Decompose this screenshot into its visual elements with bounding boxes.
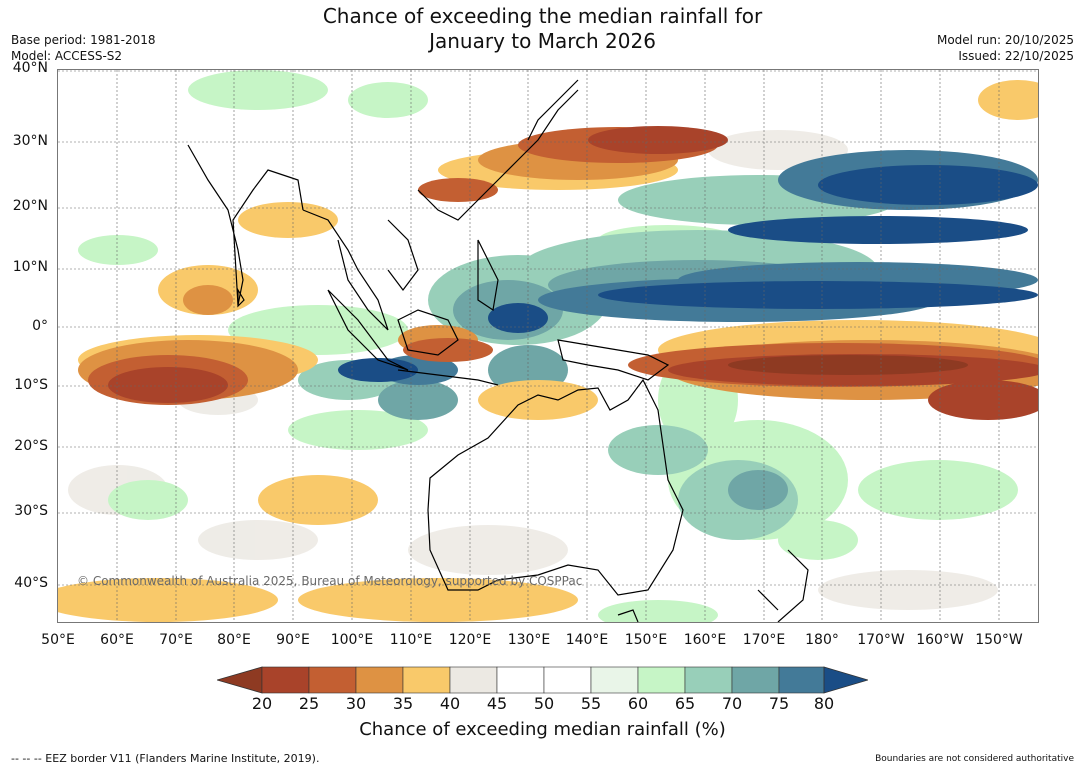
colorbar-segment-35-40 [402,666,451,694]
colorbar-segment-20-25 [261,666,310,694]
colorbar-segment-75-80 [778,666,825,694]
lon-label-90e: 90°E [276,632,310,648]
colorbar-tick-25: 25 [298,694,320,713]
meta-right: Model run: 20/10/2025 Issued: 22/10/2025 [937,32,1074,64]
base-period-text: Base period: 1981-2018 [11,33,156,47]
eez-border-note: -- -- -- EEZ border V11 (Flanders Marine… [11,752,320,765]
lon-label-60e: 60°E [100,632,134,648]
copyright-notice: © Commonwealth of Australia 2025, Bureau… [77,574,583,588]
lat-label-40n: 40°N [12,60,48,76]
model-text: Model: ACCESS-S2 [11,49,123,63]
lon-label-80e: 80°E [217,632,251,648]
boundaries-disclaimer: Boundaries are not considered authoritat… [875,754,1074,764]
rainfall-probability-map [57,69,1039,623]
lon-label-160e: 160°E [683,632,727,648]
colorbar-segment-50-55 [543,666,592,694]
lon-label-160w: 160°W [916,632,964,648]
lat-label-20n: 20°N [12,198,48,214]
colorbar-segment-60-65 [637,666,686,694]
colorbar-tick-20: 20 [251,694,273,713]
lon-label-120e: 120°E [448,632,492,648]
map-title-line-1: Chance of exceeding the median rainfall … [322,4,763,28]
colorbar-tick-80: 80 [813,694,835,713]
lon-label-110e: 110°E [389,632,433,648]
colorbar-max-arrow [823,666,868,694]
lon-label-70e: 70°E [159,632,193,648]
colorbar-segment-25-30 [308,666,357,694]
colorbar-tick-30: 30 [345,694,367,713]
lon-label-50e: 50°E [41,632,75,648]
lat-label-10n: 10°N [12,259,48,275]
colorbar-segment-65-70 [684,666,733,694]
lon-label-180: 180° [805,632,839,648]
colorbar-tick-45: 45 [486,694,508,713]
coastlines [187,79,809,622]
map-title-line-2: January to March 2026 [429,29,656,53]
colorbar-tick-70: 70 [721,694,743,713]
colorbar-tick-60: 60 [627,694,649,713]
colorbar [217,666,868,694]
colorbar-tick-75: 75 [768,694,790,713]
lon-label-170w: 170°W [857,632,905,648]
model-run-text: Model run: 20/10/2025 [936,33,1074,47]
colorbar-tick-40: 40 [439,694,461,713]
map-canvas [58,70,1038,622]
colorbar-tick-35: 35 [392,694,414,713]
colorbar-tick-55: 55 [580,694,602,713]
lon-label-130e: 130°E [507,632,551,648]
lat-label-30s: 30°S [14,503,48,519]
lat-label-30n: 30°N [12,133,48,149]
colorbar-segment-30-35 [355,666,404,694]
colorbar-segment-45-50 [496,666,545,694]
lat-label-10s: 10°S [14,377,48,393]
map-title: Chance of exceeding the median rainfall … [0,4,1085,54]
colorbar-tick-65: 65 [674,694,696,713]
lat-label-40s: 40°S [14,575,48,591]
lon-label-170e: 170°E [742,632,786,648]
colorbar-min-arrow [217,666,263,694]
colorbar-segment-55-60 [590,666,639,694]
colorbar-tick-50: 50 [533,694,555,713]
lon-label-150e: 150°E [624,632,668,648]
lon-label-150w: 150°W [975,632,1023,648]
lat-label-0: 0° [32,318,48,334]
lat-label-20s: 20°S [14,438,48,454]
issued-text: Issued: 22/10/2025 [958,49,1074,63]
lon-label-140e: 140°E [565,632,609,648]
colorbar-segment-40-45 [449,666,498,694]
meta-left: Base period: 1981-2018 Model: ACCESS-S2 [11,32,156,64]
lon-label-100e: 100°E [330,632,374,648]
colorbar-title: Chance of exceeding median rainfall (%) [359,719,726,740]
colorbar-segment-70-75 [731,666,780,694]
